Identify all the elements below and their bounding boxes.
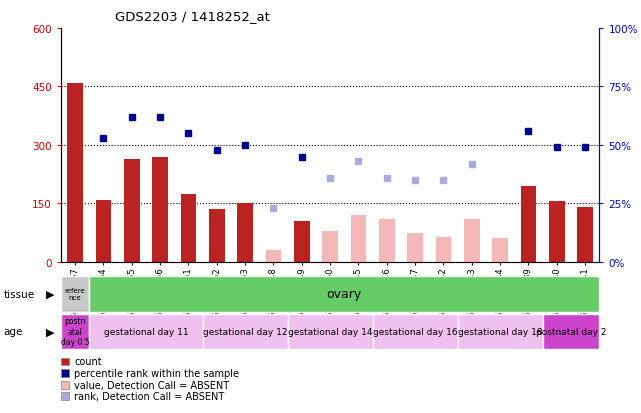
Text: percentile rank within the sample: percentile rank within the sample xyxy=(74,368,239,378)
Text: postnatal day 2: postnatal day 2 xyxy=(536,327,606,336)
Bar xyxy=(322,231,338,262)
Bar xyxy=(124,159,140,262)
Bar xyxy=(492,239,508,262)
Bar xyxy=(407,233,423,262)
Text: postn
atal
day 0.5: postn atal day 0.5 xyxy=(61,317,89,346)
Text: GDS2203 / 1418252_at: GDS2203 / 1418252_at xyxy=(115,10,270,23)
Text: gestational day 12: gestational day 12 xyxy=(203,327,287,336)
Bar xyxy=(181,194,196,262)
Bar xyxy=(543,314,599,349)
Bar xyxy=(458,314,543,349)
Text: age: age xyxy=(3,326,22,337)
Text: value, Detection Call = ABSENT: value, Detection Call = ABSENT xyxy=(74,380,229,390)
Text: gestational day 18: gestational day 18 xyxy=(458,327,542,336)
Text: gestational day 16: gestational day 16 xyxy=(373,327,458,336)
Text: tissue: tissue xyxy=(3,289,35,299)
Bar xyxy=(153,157,168,262)
Text: gestational day 11: gestational day 11 xyxy=(104,327,188,336)
Bar xyxy=(294,221,310,262)
Bar xyxy=(351,216,366,262)
Bar xyxy=(89,314,203,349)
Bar xyxy=(96,200,111,262)
Bar xyxy=(61,314,89,349)
Text: ovary: ovary xyxy=(327,288,362,301)
Text: refere
nce: refere nce xyxy=(65,288,85,301)
Bar xyxy=(372,314,458,349)
Bar xyxy=(549,202,565,262)
Bar xyxy=(464,219,479,262)
Text: gestational day 14: gestational day 14 xyxy=(288,327,372,336)
Bar xyxy=(203,314,288,349)
Bar xyxy=(265,251,281,262)
Bar xyxy=(237,204,253,262)
Bar xyxy=(209,210,224,262)
Text: rank, Detection Call = ABSENT: rank, Detection Call = ABSENT xyxy=(74,391,224,401)
Bar xyxy=(67,83,83,262)
Text: ▶: ▶ xyxy=(46,326,54,337)
Bar xyxy=(578,208,593,262)
Bar xyxy=(520,186,537,262)
Bar xyxy=(379,219,395,262)
Text: ▶: ▶ xyxy=(46,289,54,299)
Bar xyxy=(436,237,451,262)
Text: count: count xyxy=(74,356,102,367)
Bar xyxy=(288,314,372,349)
Bar xyxy=(61,277,89,312)
